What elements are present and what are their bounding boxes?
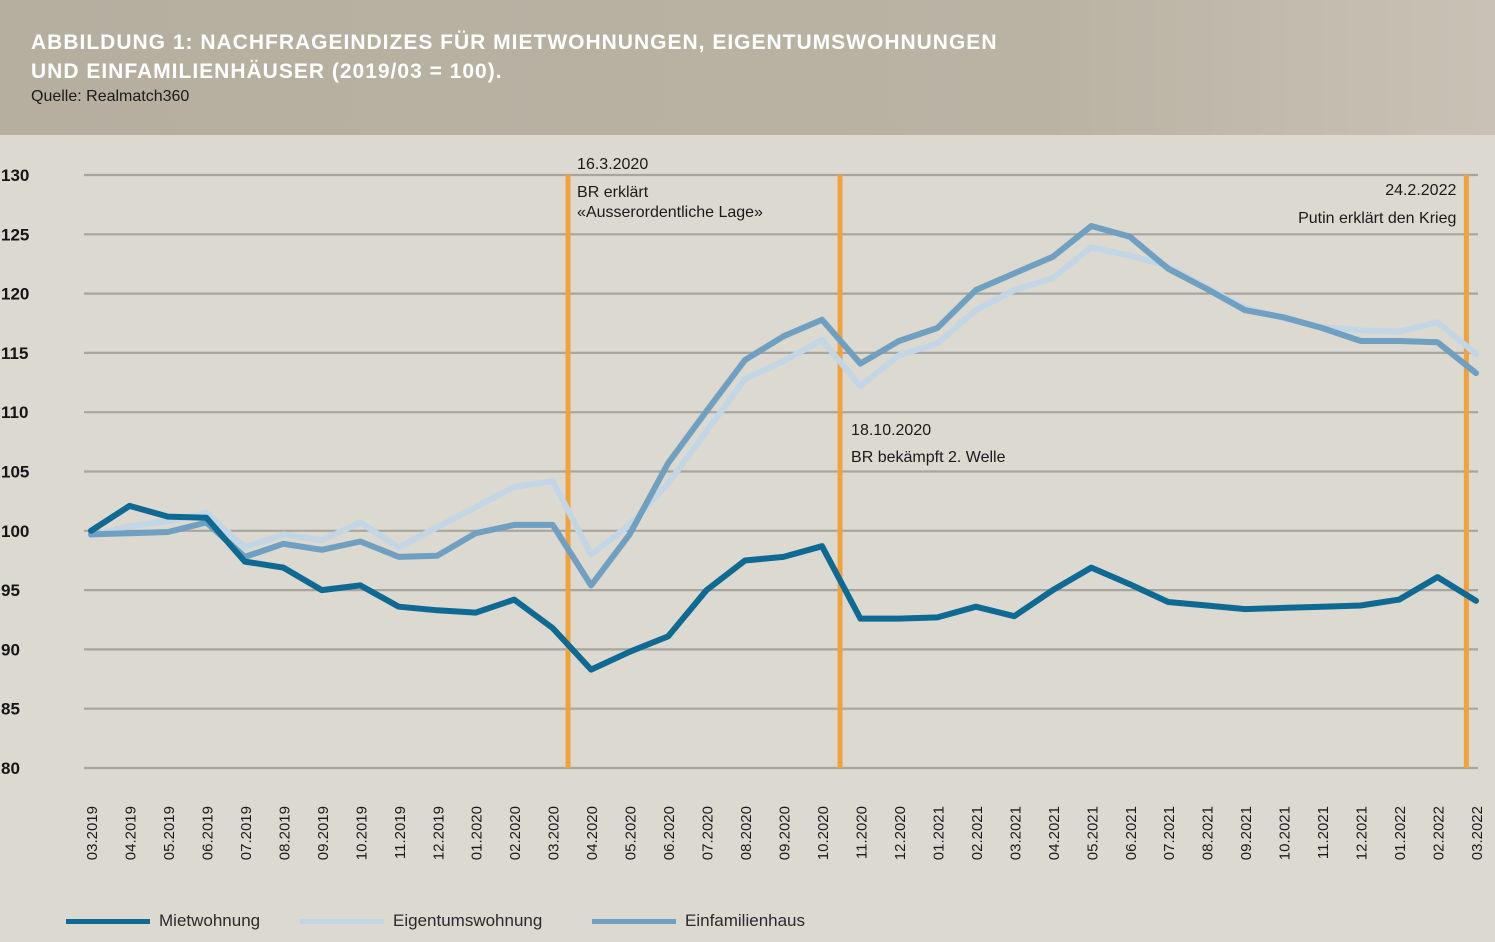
event-text-label: «Ausserordentliche Lage» (577, 204, 763, 221)
event-text-label: BR erklärt (577, 184, 649, 201)
x-tick-label: 08.2019 (276, 806, 293, 860)
y-tick-label: 125 (1, 225, 29, 244)
legend-swatch-einfamilienhaus (592, 919, 676, 924)
x-tick-label: 12.2021 (1354, 806, 1371, 860)
y-tick-label: 100 (1, 522, 29, 541)
x-tick-label: 07.2021 (1161, 806, 1178, 860)
x-tick-label: 06.2020 (661, 806, 678, 860)
x-tick-label: 10.2020 (815, 806, 832, 860)
y-tick-label: 130 (1, 166, 29, 185)
series-line-einfamilienhaus (88, 223, 1479, 589)
y-tick-label: 85 (1, 700, 20, 719)
x-tick-label: 03.2021 (1007, 806, 1024, 860)
x-tick-label: 03.2019 (84, 806, 101, 860)
x-tick-label: 06.2019 (199, 806, 216, 860)
event-date-label: 16.3.2020 (577, 156, 648, 173)
y-tick-label: 120 (1, 285, 29, 304)
x-tick-label: 01.2022 (1392, 806, 1409, 860)
event-text-label: BR bekämpft 2. Welle (851, 449, 1006, 466)
line-chart: 80 85 90 95 100 105 110 115 120 125 130 03.2019 04.2… (0, 135, 1495, 895)
x-tick-label: 09.2021 (1238, 806, 1255, 860)
x-tick-label: 05.2020 (623, 806, 640, 860)
legend-swatch-mietwohnung (66, 919, 150, 924)
x-tick-label: 11.2020 (853, 806, 870, 859)
x-tick-label: 09.2019 (315, 806, 332, 860)
y-tick-label: 80 (1, 759, 20, 778)
plot-background (0, 135, 1495, 895)
x-tick-label: 08.2021 (1200, 806, 1217, 860)
x-tick-label: 07.2020 (700, 806, 717, 860)
legend: Mietwohnung Eigentumswohnung Einfamilien… (66, 908, 1066, 934)
x-tick-label: 03.2020 (546, 806, 563, 860)
x-tick-label: 02.2021 (969, 806, 986, 860)
x-tick-label: 01.2020 (469, 806, 486, 860)
legend-label-eigentumswohnung: Eigentumswohnung (393, 911, 543, 930)
x-tick-label: 02.2020 (507, 806, 524, 860)
series-line-mietwohnung (88, 502, 1479, 673)
x-tick-label: 05.2021 (1084, 806, 1101, 860)
y-tick-label: 110 (1, 403, 28, 422)
source-note: Quelle: Realmatch360 (31, 88, 190, 105)
x-tick-label: 09.2020 (777, 806, 794, 860)
y-tick-label: 95 (1, 581, 20, 600)
x-tick-label: 05.2019 (161, 806, 178, 860)
x-tick-label: 01.2021 (930, 806, 947, 860)
x-tick-label: 12.2020 (892, 806, 909, 860)
x-tick-label: 11.2021 (1315, 806, 1332, 859)
event-text-label: Putin erklärt den Krieg (1298, 210, 1456, 227)
x-tick-label: 03.2022 (1469, 806, 1486, 860)
x-tick-label: 06.2021 (1123, 806, 1140, 860)
x-tick-label: 10.2021 (1277, 806, 1294, 860)
event-date-label: 24.2.2022 (1385, 182, 1456, 199)
legend-swatch-eigentumswohnung (300, 919, 384, 924)
x-tick-label: 10.2019 (353, 806, 370, 860)
x-tick-label: 07.2019 (238, 806, 255, 860)
event-date-label: 18.10.2020 (851, 422, 931, 439)
x-tick-label: 11.2019 (392, 806, 409, 859)
y-tick-label: 90 (1, 640, 20, 659)
x-tick-label: 02.2022 (1431, 806, 1448, 860)
y-tick-label: 105 (1, 463, 29, 482)
title-line-2: UND EINFAMILIENHÄUSER (2019/03 = 100). (31, 60, 503, 83)
x-tick-label: 04.2019 (122, 806, 139, 860)
header-banner: ABBILDUNG 1: NACHFRAGEINDIZES FÜR MIETWO… (0, 0, 1495, 135)
x-tick-label: 08.2020 (738, 806, 755, 860)
x-tick-label: 04.2021 (1046, 806, 1063, 860)
chart-title: ABBILDUNG 1: NACHFRAGEINDIZES FÜR MIETWO… (31, 28, 1231, 86)
legend-label-mietwohnung: Mietwohnung (159, 911, 261, 930)
x-tick-label: 12.2019 (430, 806, 447, 860)
title-line-1: ABBILDUNG 1: NACHFRAGEINDIZES FÜR MIETWO… (31, 31, 998, 54)
y-tick-label: 115 (1, 344, 28, 363)
x-tick-label: 04.2020 (584, 806, 601, 860)
legend-label-einfamilienhaus: Einfamilienhaus (685, 911, 806, 930)
